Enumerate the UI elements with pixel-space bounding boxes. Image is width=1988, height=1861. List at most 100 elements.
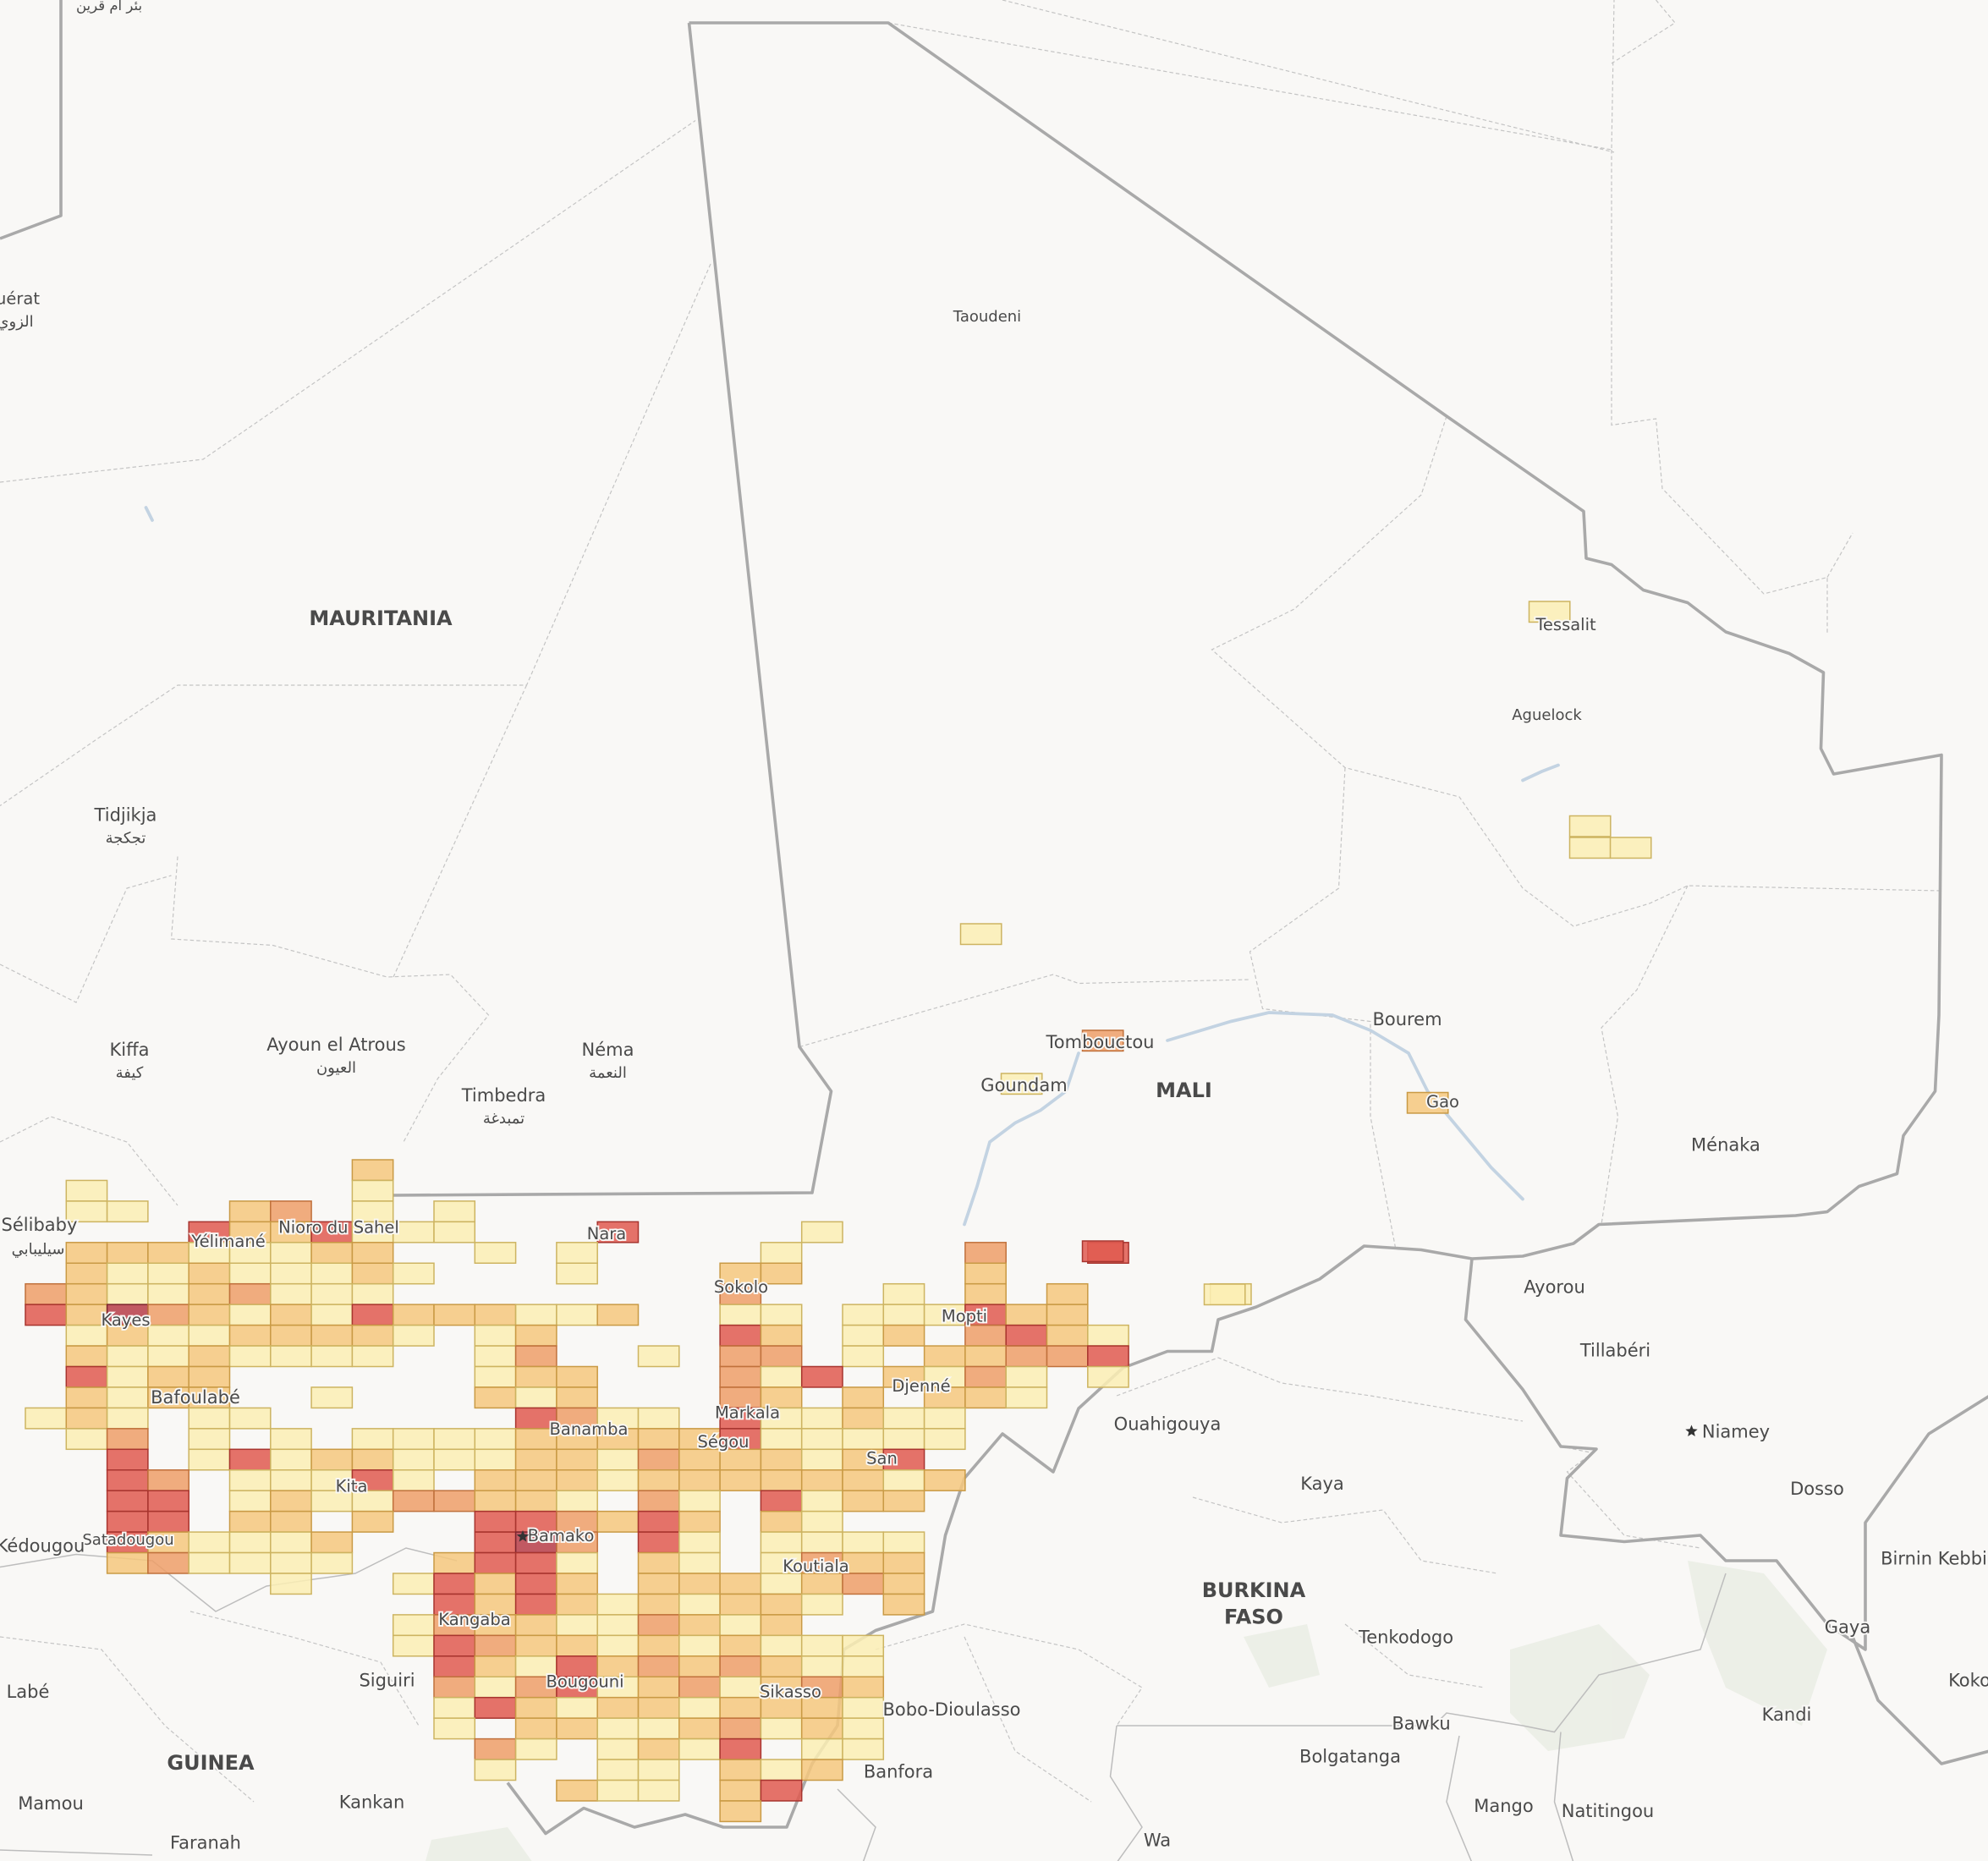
heat-cell [760, 1779, 803, 1802]
heat-cell [106, 1365, 149, 1388]
heat-cell [719, 1365, 762, 1388]
heat-cell [760, 1655, 803, 1677]
heat-cell [596, 1304, 640, 1326]
heat-cell [433, 1717, 476, 1740]
heat-cell [188, 1531, 231, 1554]
heat-cell [719, 1448, 762, 1471]
heat-cell [514, 1676, 557, 1699]
heat-cell [678, 1448, 721, 1471]
heat-cell [188, 1221, 231, 1243]
heat-cell [760, 1345, 803, 1368]
heat-cell [1046, 1304, 1089, 1326]
heat-cell [106, 1386, 149, 1409]
heat-cell [106, 1490, 149, 1512]
heat-cell [1568, 837, 1612, 859]
heat-cell [719, 1655, 762, 1677]
heat-cell [842, 1407, 885, 1430]
heat-cell [474, 1737, 517, 1760]
heat-cell [842, 1324, 885, 1347]
place-label: Kankan [339, 1792, 405, 1813]
heat-cell [637, 1614, 680, 1637]
heat-cell [270, 1510, 312, 1533]
heat-cell [1609, 837, 1652, 859]
heat-cell [964, 1386, 1007, 1409]
heat-cell [351, 1304, 394, 1326]
heat-cell [392, 1469, 435, 1491]
heat-cell [678, 1593, 721, 1616]
heat-cell [1087, 1324, 1129, 1347]
heat-cell [147, 1282, 189, 1305]
heat-cell [719, 1593, 762, 1616]
heat-cell [147, 1386, 189, 1409]
place-label: Birnin Kebbi [1881, 1549, 1987, 1569]
heat-cell [637, 1593, 680, 1616]
heat-cell [842, 1655, 885, 1677]
heat-cell [800, 1593, 843, 1616]
place-label: Sikasso [760, 1683, 821, 1702]
heat-cell [474, 1448, 517, 1471]
place-label: Siguiri [359, 1671, 415, 1691]
heat-cell [270, 1345, 312, 1368]
heat-cell [228, 1551, 272, 1574]
heat-cell [188, 1551, 231, 1574]
heat-cell [719, 1262, 762, 1285]
heat-cell [637, 1573, 680, 1595]
heat-cell [433, 1573, 476, 1595]
heat-cell [800, 1365, 843, 1388]
heat-cell [596, 1655, 640, 1677]
heat-cell [228, 1448, 272, 1471]
place-label: Ouahigouya [1114, 1414, 1222, 1435]
place-label: Ayoun el Atrous [266, 1035, 405, 1055]
place-label: San [866, 1449, 898, 1468]
heat-cell [923, 1428, 966, 1451]
place-label: Taoudeni [953, 308, 1021, 326]
heat-cell [1000, 1073, 1043, 1095]
heat-cell [270, 1531, 312, 1554]
heat-cell [637, 1510, 680, 1533]
heat-cell [637, 1676, 680, 1699]
heat-cell [760, 1573, 803, 1595]
heat-cell [719, 1696, 762, 1719]
heat-cell [270, 1262, 312, 1285]
heat-cell [310, 1490, 354, 1512]
heat-cell [433, 1634, 476, 1657]
heat-cell [474, 1593, 517, 1616]
heat-cell [882, 1448, 925, 1471]
heat-cell [188, 1428, 231, 1451]
heat-cell [556, 1531, 598, 1554]
heat-cell [433, 1655, 476, 1677]
heat-cell [106, 1200, 149, 1223]
heat-cell [147, 1490, 189, 1512]
heat-cell [310, 1262, 354, 1285]
heat-cell [228, 1490, 272, 1512]
heat-cell [228, 1531, 272, 1554]
heat-cell [678, 1655, 721, 1677]
heat-cell [678, 1531, 721, 1554]
heat-cell [964, 1345, 1007, 1368]
heat-cell [800, 1737, 843, 1760]
heat-cell [106, 1469, 149, 1491]
heat-cell [514, 1304, 557, 1326]
heat-cell [228, 1242, 272, 1265]
heat-cell [964, 1365, 1007, 1388]
heat-cell [637, 1737, 680, 1760]
heat-cell [65, 1365, 108, 1388]
place-label: Kédougou [0, 1536, 85, 1556]
heat-cell [474, 1469, 517, 1491]
heat-cell [842, 1428, 885, 1451]
heat-cell [228, 1324, 272, 1347]
heat-cell [1046, 1345, 1089, 1368]
heat-cell [556, 1407, 598, 1430]
heat-cell [637, 1779, 680, 1802]
place-label: Ségou [697, 1432, 749, 1452]
place-label: Goundam [980, 1075, 1067, 1095]
heat-cell [719, 1469, 762, 1491]
heat-cell [842, 1490, 885, 1512]
heat-cell [25, 1282, 68, 1305]
heat-cell [188, 1407, 231, 1430]
heat-cell [1005, 1345, 1048, 1368]
heat-cell [474, 1365, 517, 1388]
place-label: Bawku [1392, 1714, 1450, 1734]
heat-cell [964, 1324, 1007, 1347]
